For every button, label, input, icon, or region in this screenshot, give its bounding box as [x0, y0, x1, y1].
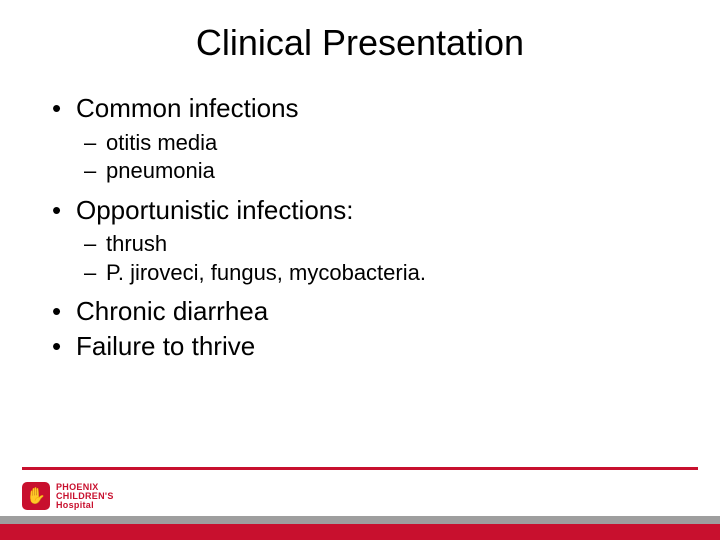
- list-item: pneumonia: [76, 157, 680, 186]
- logo-text: PHOENIX CHILDREN'S Hospital: [56, 483, 114, 510]
- slide-title: Clinical Presentation: [40, 22, 680, 64]
- list-item-label: Common infections: [76, 93, 299, 123]
- list-item: Failure to thrive: [48, 330, 680, 363]
- grey-bar: [0, 516, 720, 524]
- list-item-label: Failure to thrive: [76, 331, 255, 361]
- list-item: Chronic diarrhea: [48, 295, 680, 328]
- red-bar: [0, 524, 720, 540]
- logo-glyph: ✋: [26, 486, 46, 506]
- sub-list: thrush P. jiroveci, fungus, mycobacteria…: [76, 230, 680, 287]
- slide-content: Common infections otitis media pneumonia…: [40, 92, 680, 362]
- sub-list: otitis media pneumonia: [76, 129, 680, 186]
- list-item: thrush: [76, 230, 680, 259]
- list-item-label: Opportunistic infections:: [76, 195, 353, 225]
- list-item: otitis media: [76, 129, 680, 158]
- list-item-label: thrush: [106, 231, 167, 256]
- divider-line: [22, 467, 698, 470]
- logo: ✋ PHOENIX CHILDREN'S Hospital: [0, 476, 720, 516]
- list-item-label: otitis media: [106, 130, 217, 155]
- bullet-list: Common infections otitis media pneumonia…: [48, 92, 680, 362]
- logo-hand-icon: ✋: [22, 482, 50, 510]
- slide: Clinical Presentation Common infections …: [0, 0, 720, 540]
- slide-footer: ✋ PHOENIX CHILDREN'S Hospital: [0, 467, 720, 540]
- list-item-label: pneumonia: [106, 158, 215, 183]
- logo-line: Hospital: [56, 501, 114, 510]
- list-item-label: Chronic diarrhea: [76, 296, 268, 326]
- list-item: P. jiroveci, fungus, mycobacteria.: [76, 259, 680, 288]
- list-item-label: P. jiroveci, fungus, mycobacteria.: [106, 260, 426, 285]
- list-item: Opportunistic infections: thrush P. jiro…: [48, 194, 680, 288]
- list-item: Common infections otitis media pneumonia: [48, 92, 680, 186]
